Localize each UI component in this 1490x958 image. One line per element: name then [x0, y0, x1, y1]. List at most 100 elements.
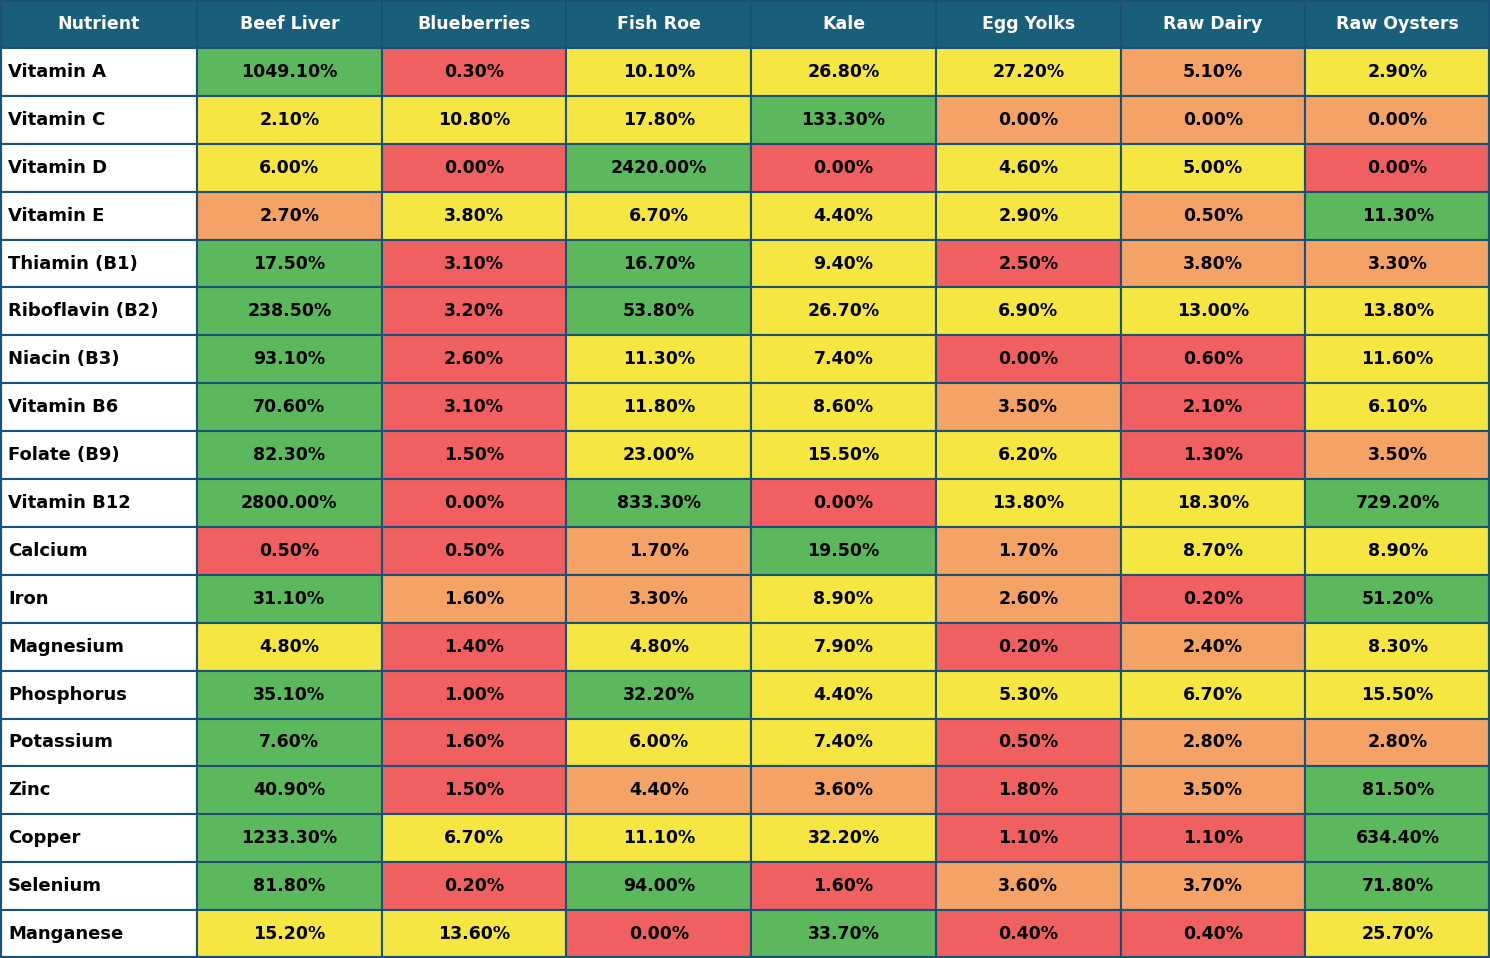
Bar — [381, 192, 566, 240]
Bar — [381, 910, 566, 958]
Text: 2.80%: 2.80% — [1183, 734, 1243, 751]
Text: 0.60%: 0.60% — [1183, 351, 1243, 368]
Text: 2.60%: 2.60% — [998, 590, 1058, 607]
Text: 32.20%: 32.20% — [623, 686, 694, 703]
Bar — [751, 48, 936, 96]
Bar — [197, 910, 381, 958]
Bar — [566, 144, 751, 192]
Text: 2800.00%: 2800.00% — [241, 494, 338, 512]
Bar — [936, 910, 1120, 958]
Bar — [197, 96, 381, 144]
Text: 2.50%: 2.50% — [998, 255, 1058, 272]
Bar — [936, 527, 1120, 575]
Text: 13.80%: 13.80% — [1362, 303, 1433, 320]
Bar — [197, 48, 381, 96]
Bar — [197, 766, 381, 814]
Bar — [0, 814, 197, 862]
Bar — [1305, 96, 1490, 144]
Text: 71.80%: 71.80% — [1362, 878, 1433, 895]
Bar — [566, 431, 751, 479]
Text: 18.30%: 18.30% — [1177, 494, 1249, 512]
Text: Blueberries: Blueberries — [417, 15, 530, 33]
Bar — [566, 575, 751, 623]
Text: 0.00%: 0.00% — [998, 111, 1058, 128]
Bar — [197, 862, 381, 910]
Bar — [1305, 144, 1490, 192]
Text: 11.60%: 11.60% — [1362, 351, 1433, 368]
Bar — [1120, 431, 1305, 479]
Bar — [1120, 48, 1305, 96]
Bar — [1120, 0, 1305, 48]
Text: 4.60%: 4.60% — [998, 159, 1058, 176]
Text: 9.40%: 9.40% — [814, 255, 873, 272]
Bar — [1305, 287, 1490, 335]
Bar — [1120, 287, 1305, 335]
Text: 6.90%: 6.90% — [998, 303, 1058, 320]
Text: 0.00%: 0.00% — [1183, 111, 1243, 128]
Bar — [0, 623, 197, 671]
Bar — [936, 575, 1120, 623]
Text: 3.10%: 3.10% — [444, 399, 504, 416]
Text: 6.70%: 6.70% — [444, 830, 504, 847]
Text: 133.30%: 133.30% — [802, 111, 885, 128]
Text: 51.20%: 51.20% — [1362, 590, 1433, 607]
Bar — [751, 96, 936, 144]
Text: 31.10%: 31.10% — [253, 590, 325, 607]
Text: 0.00%: 0.00% — [998, 351, 1058, 368]
Bar — [936, 144, 1120, 192]
Text: 13.60%: 13.60% — [438, 925, 510, 943]
Text: 1.30%: 1.30% — [1183, 446, 1243, 464]
Text: Phosphorus: Phosphorus — [7, 686, 127, 703]
Text: Magnesium: Magnesium — [7, 638, 124, 655]
Text: 0.50%: 0.50% — [998, 734, 1058, 751]
Text: 6.10%: 6.10% — [1368, 399, 1427, 416]
Bar — [936, 862, 1120, 910]
Text: 3.80%: 3.80% — [444, 207, 504, 224]
Text: 5.00%: 5.00% — [1183, 159, 1243, 176]
Bar — [197, 527, 381, 575]
Text: 0.00%: 0.00% — [444, 494, 504, 512]
Bar — [197, 240, 381, 287]
Bar — [566, 862, 751, 910]
Bar — [381, 527, 566, 575]
Bar — [566, 527, 751, 575]
Bar — [0, 431, 197, 479]
Bar — [1305, 240, 1490, 287]
Text: 3.50%: 3.50% — [1183, 782, 1243, 799]
Text: 26.80%: 26.80% — [808, 63, 879, 80]
Bar — [566, 718, 751, 766]
Text: 1.60%: 1.60% — [444, 590, 504, 607]
Bar — [381, 718, 566, 766]
Text: Riboflavin (B2): Riboflavin (B2) — [7, 303, 158, 320]
Bar — [1305, 431, 1490, 479]
Bar — [1120, 814, 1305, 862]
Text: 3.30%: 3.30% — [1368, 255, 1427, 272]
Text: 2.60%: 2.60% — [444, 351, 504, 368]
Text: 10.80%: 10.80% — [438, 111, 510, 128]
Text: 1.60%: 1.60% — [814, 878, 873, 895]
Bar — [936, 240, 1120, 287]
Bar — [1120, 862, 1305, 910]
Text: Raw Dairy: Raw Dairy — [1164, 15, 1262, 33]
Bar — [936, 814, 1120, 862]
Bar — [566, 192, 751, 240]
Bar — [566, 287, 751, 335]
Bar — [566, 814, 751, 862]
Bar — [197, 383, 381, 431]
Bar — [0, 766, 197, 814]
Bar — [381, 0, 566, 48]
Bar — [381, 862, 566, 910]
Text: 0.20%: 0.20% — [998, 638, 1058, 655]
Bar — [197, 431, 381, 479]
Text: 2.80%: 2.80% — [1368, 734, 1427, 751]
Bar — [0, 383, 197, 431]
Bar — [751, 431, 936, 479]
Text: 729.20%: 729.20% — [1356, 494, 1439, 512]
Bar — [1120, 623, 1305, 671]
Bar — [566, 48, 751, 96]
Text: Vitamin B12: Vitamin B12 — [7, 494, 131, 512]
Bar — [381, 287, 566, 335]
Text: 1.00%: 1.00% — [444, 686, 504, 703]
Bar — [381, 144, 566, 192]
Text: 0.00%: 0.00% — [1368, 111, 1427, 128]
